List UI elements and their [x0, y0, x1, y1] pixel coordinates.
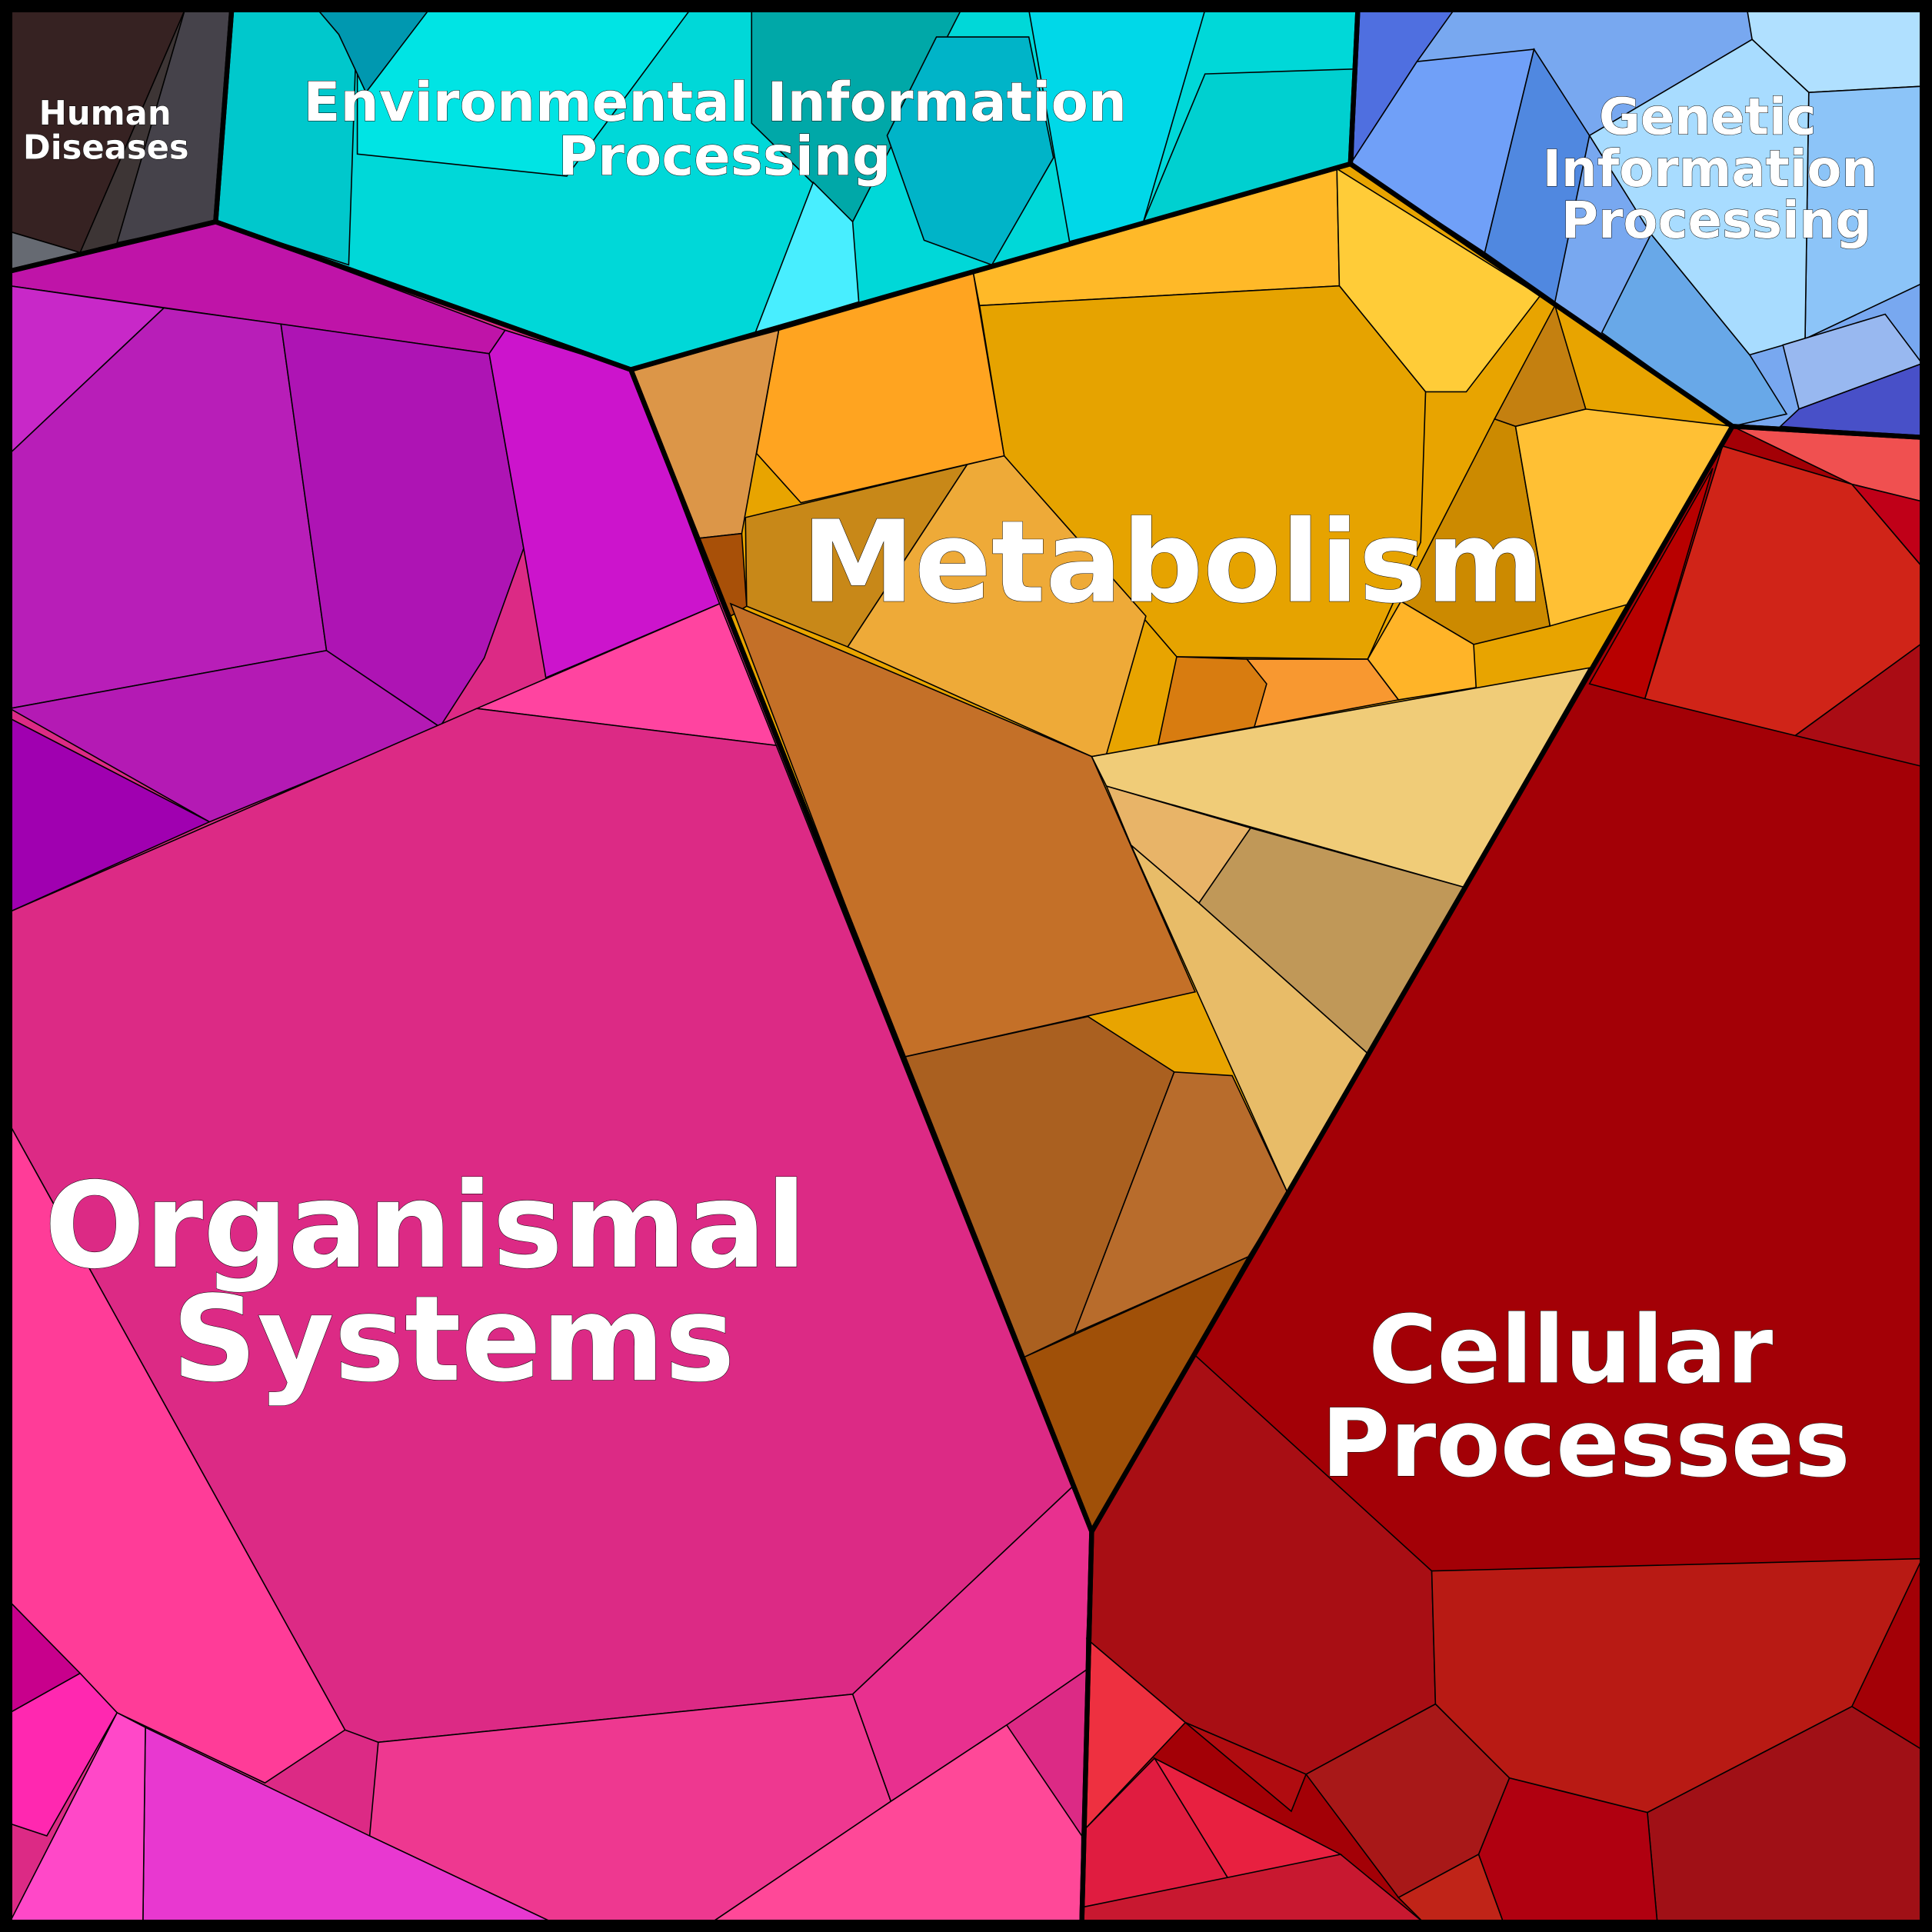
cell-metabolism	[1336, 168, 1541, 393]
label-organismal-systems: Organismal Systems	[45, 1158, 848, 1408]
cell-cellular	[1304, 1703, 1511, 1899]
cell-cellular	[1184, 1721, 1307, 1813]
cell-metabolism	[1157, 656, 1267, 745]
label-environmental-information-processing: Environmental Information Processing	[303, 71, 1145, 188]
cell-environmental	[754, 181, 860, 334]
cell-metabolism	[1494, 304, 1587, 428]
cell-cellular	[1588, 468, 1714, 700]
label-human-diseases: Human Diseases	[23, 95, 189, 168]
cell-metabolism	[1367, 600, 1477, 701]
label-metabolism: Metabolism	[801, 496, 1544, 628]
cell-environmental	[215, 9, 358, 266]
label-cellular-processes: Cellular Processes	[1321, 1295, 1850, 1498]
label-genetic-information-processing: Genetic Information Processing	[1543, 88, 1896, 251]
